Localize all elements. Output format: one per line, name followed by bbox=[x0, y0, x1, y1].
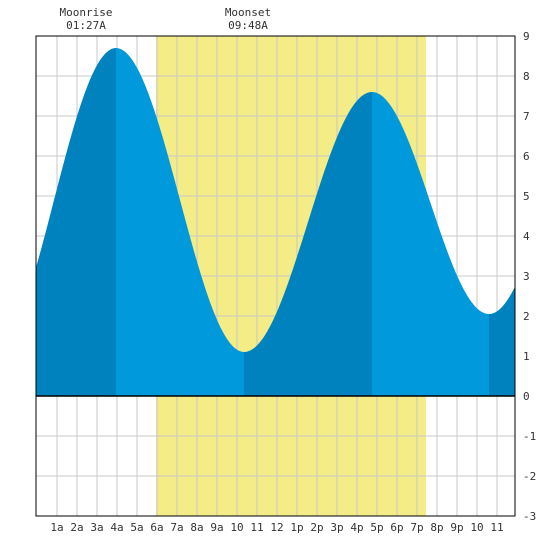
tide-area-layer bbox=[36, 48, 515, 396]
y-tick-label: 4 bbox=[523, 230, 530, 243]
x-tick-label: 4a bbox=[110, 521, 123, 534]
x-tick-label: 2a bbox=[70, 521, 83, 534]
x-tick-label: 8p bbox=[430, 521, 443, 534]
x-tick-label: 3a bbox=[90, 521, 103, 534]
x-tick-label: 6a bbox=[150, 521, 163, 534]
x-tick-label: 5p bbox=[370, 521, 383, 534]
x-tick-label: 1a bbox=[50, 521, 63, 534]
x-tick-label: 10 bbox=[470, 521, 483, 534]
y-tick-label: 3 bbox=[523, 270, 530, 283]
y-tick-label: 5 bbox=[523, 190, 530, 203]
x-tick-label: 11 bbox=[490, 521, 503, 534]
y-tick-label: 0 bbox=[523, 390, 530, 403]
x-tick-label: 7p bbox=[410, 521, 423, 534]
y-tick-label: 8 bbox=[523, 70, 530, 83]
y-tick-label: -3 bbox=[523, 510, 536, 523]
moon-event-label: Moonset bbox=[225, 6, 271, 19]
x-tick-label: 8a bbox=[190, 521, 203, 534]
y-tick-label: -1 bbox=[523, 430, 536, 443]
x-tick-label: 7a bbox=[170, 521, 183, 534]
tide-area-falling bbox=[116, 48, 244, 396]
tide-area-rising bbox=[36, 48, 116, 396]
y-tick-labels: 9 8 7 6 5 4 3 2 1 0 -1 -2 -3 bbox=[523, 30, 536, 523]
x-tick-label: 1p bbox=[290, 521, 303, 534]
x-tick-label: 10 bbox=[230, 521, 243, 534]
x-tick-label: 3p bbox=[330, 521, 343, 534]
tide-area-rising bbox=[489, 286, 515, 396]
moon-event-label: Moonrise bbox=[60, 6, 113, 19]
tide-area-rising bbox=[244, 92, 372, 396]
x-tick-label: 2p bbox=[310, 521, 323, 534]
y-tick-label: 1 bbox=[523, 350, 530, 363]
y-tick-label: 6 bbox=[523, 150, 530, 163]
x-tick-label: 9p bbox=[450, 521, 463, 534]
x-tick-label: 4p bbox=[350, 521, 363, 534]
y-tick-label: -2 bbox=[523, 470, 536, 483]
x-tick-label: 9a bbox=[210, 521, 223, 534]
y-tick-label: 2 bbox=[523, 310, 530, 323]
x-tick-label: 5a bbox=[130, 521, 143, 534]
moon-event-time: 09:48A bbox=[228, 19, 268, 32]
x-tick-label: 11 bbox=[250, 521, 263, 534]
moon-event-time: 01:27A bbox=[66, 19, 106, 32]
x-tick-labels: 1a 2a 3a 4a 5a 6a 7a 8a 9a 10 11 12 1p 2p 3p 4p 5p 6p 7p 8p… bbox=[50, 521, 503, 534]
x-tick-label: 12 bbox=[270, 521, 283, 534]
y-tick-label: 7 bbox=[523, 110, 530, 123]
plot-frame bbox=[35, 35, 516, 517]
tide-area-falling bbox=[372, 92, 489, 396]
y-tick-label: 9 bbox=[523, 30, 530, 43]
x-tick-label: 6p bbox=[390, 521, 403, 534]
